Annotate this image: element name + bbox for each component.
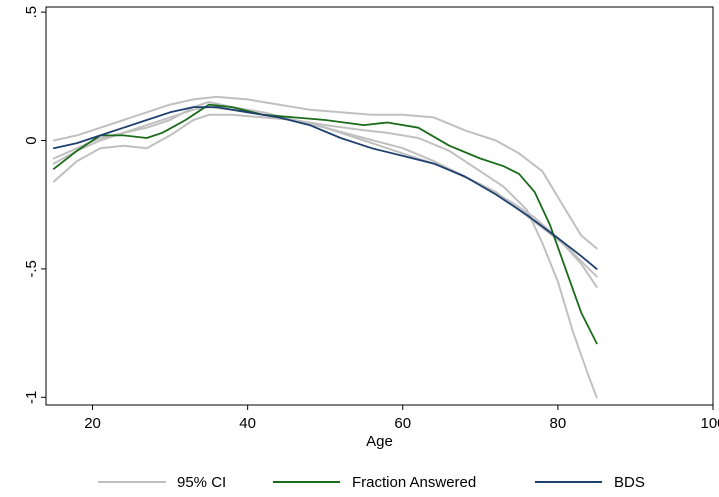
y-tick-label: -.5 xyxy=(23,260,40,278)
x-tick-label: 100 xyxy=(700,415,719,432)
axis-layer: 20 40 60 80 100 .5 0 -.5 -1 xyxy=(23,6,719,432)
x-tick-label: 60 xyxy=(394,415,411,432)
plot-frame xyxy=(45,6,714,406)
legend-label-95-ci: 95% CI xyxy=(177,474,226,491)
y-tick-label: .5 xyxy=(23,6,40,19)
x-tick-label: 40 xyxy=(239,415,256,432)
legend-label-bds: BDS xyxy=(614,474,645,491)
x-axis-title: Age xyxy=(366,433,393,450)
y-tick-label: 0 xyxy=(23,136,40,144)
series-layer xyxy=(52,95,598,399)
legend: 95% CI Fraction Answered BDS xyxy=(98,474,645,491)
series-line-95-ci xyxy=(52,113,598,399)
plot-border xyxy=(45,6,714,406)
series-line-95-ci xyxy=(52,95,598,250)
legend-label-fraction-answered: Fraction Answered xyxy=(352,474,476,491)
x-tick-label: 20 xyxy=(84,415,101,432)
series-line-bds xyxy=(52,106,598,270)
series-line-fraction-answered xyxy=(52,103,598,345)
x-tick-label: 80 xyxy=(550,415,567,432)
y-tick-label: -1 xyxy=(23,391,40,404)
